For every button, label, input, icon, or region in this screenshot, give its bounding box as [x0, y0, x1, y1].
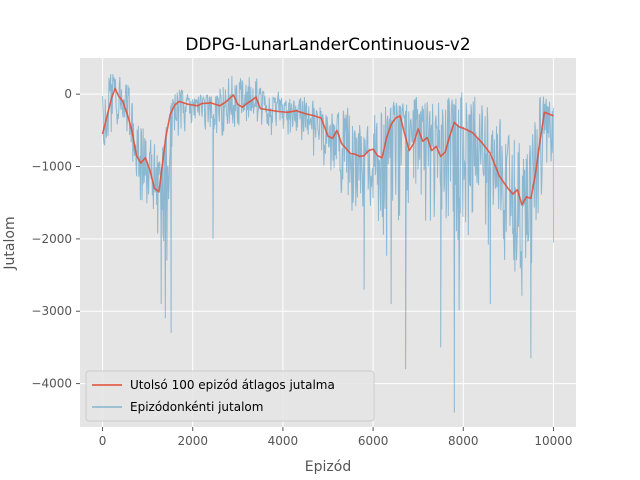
series-episode-reward-line: [102, 74, 554, 413]
y-tick-label: 0: [64, 87, 72, 101]
y-tick-label: −3000: [31, 304, 72, 318]
x-tick-label: 8000: [448, 434, 479, 448]
series-layer: [101, 74, 554, 413]
y-tick-label: −1000: [31, 160, 72, 174]
x-axis-title: Epizód: [305, 459, 351, 475]
x-tick-label: 10000: [534, 434, 572, 448]
x-tick-label: 6000: [358, 434, 389, 448]
legend: Utolsó 100 epizód átlagos jutalma Epizód…: [85, 370, 375, 422]
series-mean-reward-line: [101, 87, 554, 206]
chart-title: DDPG-LunarLanderContinuous-v2: [185, 35, 470, 55]
legend-label-episode: Epizódonkénti jutalom: [130, 400, 263, 414]
x-tick-label: 2000: [177, 434, 208, 448]
x-axis-ticks: 0 2000 4000 6000 8000 10000: [99, 427, 573, 448]
legend-label-mean: Utolsó 100 epizód átlagos jutalma: [130, 378, 335, 392]
y-axis-title: Jutalom: [2, 216, 18, 270]
x-tick-label: 4000: [268, 434, 299, 448]
y-tick-label: −4000: [31, 377, 72, 391]
plot-background: [80, 58, 576, 427]
x-tick-label: 0: [99, 434, 107, 448]
legend-box: [85, 370, 375, 422]
y-tick-label: −2000: [31, 232, 72, 246]
y-axis-ticks: 0 −1000 −2000 −3000 −4000: [31, 87, 80, 391]
